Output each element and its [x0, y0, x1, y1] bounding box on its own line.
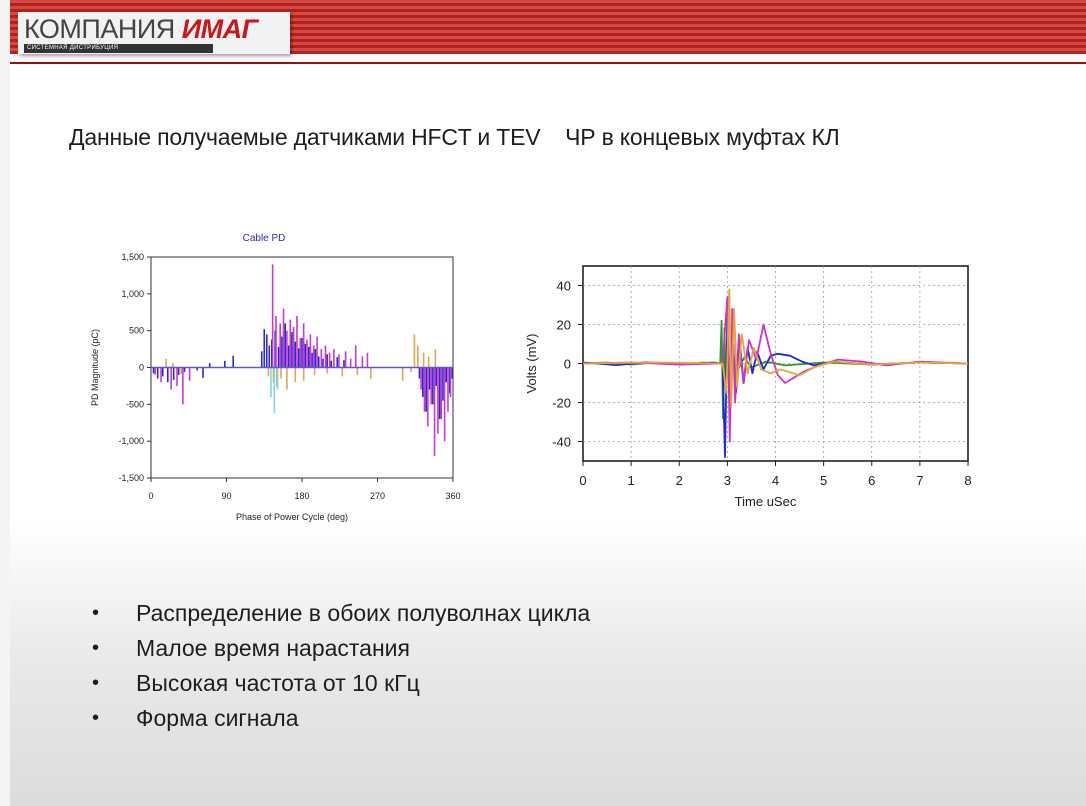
x-tick-label: 180: [294, 491, 309, 501]
bullet-text: Распределение в обоих полуволнах цикла: [136, 600, 591, 626]
y-tick-label: 20: [557, 318, 571, 333]
x-tick-label: 7: [916, 473, 923, 488]
cable-pd-chart: Cable PD 1,500 1,000 500 0 -500 -1,000 -1,500 0 9…: [90, 233, 461, 522]
y-tick-label: 1,500: [121, 252, 144, 262]
bullet-dot-icon: •: [92, 637, 100, 659]
waveform-series: [582, 288, 969, 408]
bullet-text: Форма сигнала: [136, 705, 299, 731]
x-tick-label: 0: [148, 491, 153, 501]
y-tick-label: -500: [126, 399, 144, 409]
x-tick-label: 90: [221, 491, 231, 501]
y-axis-label: Volts (mV): [524, 334, 539, 394]
x-axis-label: Time uSec: [735, 494, 797, 509]
y-tick-label: 500: [129, 326, 144, 336]
bullet-dot-icon: •: [92, 707, 100, 729]
bullet-item: • Распределение в обоих полуволнах цикла: [88, 596, 590, 631]
x-tick-label: 0: [579, 473, 586, 488]
y-tick-label: 0: [139, 363, 144, 373]
x-tick-label: 4: [772, 473, 779, 488]
waveform-chart: 40 20 0 -20 -40 0 1 2 3 4 5 6 7 8 Time uSec Volts (mV): [524, 265, 972, 509]
bullet-item: • Форма сигнала: [88, 701, 590, 736]
logo-subtitle: СИСТЕМНАЯ ДИСТРИБУЦИЯ: [24, 44, 213, 53]
bullet-item: • Высокая частота от 10 кГц: [88, 666, 590, 701]
x-tick-label: 360: [445, 491, 460, 501]
slide-title: Данные получаемые датчиками HFCT и TEV Ч…: [69, 124, 840, 150]
bullet-dot-icon: •: [92, 672, 100, 694]
y-tick-label: 0: [564, 357, 571, 372]
bullet-list: • Распределение в обоих полуволнах цикла …: [88, 596, 590, 736]
bullet-item: • Малое время нарастания: [88, 631, 590, 666]
x-tick-label: 1: [628, 473, 635, 488]
slide-left-edge: [0, 0, 10, 806]
x-axis-label: Phase of Power Cycle (deg): [236, 512, 348, 522]
y-tick-label: -20: [552, 396, 571, 411]
y-tick-label: 40: [557, 279, 571, 294]
logo-text-brand: ИМАГ: [181, 14, 258, 44]
x-tick-label: 5: [820, 473, 827, 488]
y-tick-label: -1,500: [118, 473, 144, 483]
y-tick-label: -40: [552, 435, 571, 450]
x-tick-label: 2: [676, 473, 683, 488]
x-tick-label: 3: [724, 473, 731, 488]
logo-text: КОМПАНИЯ ИМАГ: [24, 14, 258, 44]
y-tick-label: -1,000: [118, 436, 144, 446]
logo-text-company: КОМПАНИЯ: [24, 14, 175, 44]
y-tick-label: 1,000: [121, 289, 144, 299]
x-tick-label: 270: [370, 491, 385, 501]
bullet-text: Высокая частота от 10 кГц: [136, 670, 420, 696]
y-axis-label: PD Magnitude (pC): [90, 329, 100, 406]
x-tick-label: 8: [964, 473, 971, 488]
company-logo: КОМПАНИЯ ИМАГ СИСТЕМНАЯ ДИСТРИБУЦИЯ: [18, 12, 290, 54]
bullet-text: Малое время нарастания: [136, 635, 410, 661]
chart-title: Cable PD: [243, 233, 286, 244]
x-tick-label: 6: [868, 473, 875, 488]
bullet-dot-icon: •: [92, 602, 100, 624]
waveform-series: [582, 296, 969, 443]
